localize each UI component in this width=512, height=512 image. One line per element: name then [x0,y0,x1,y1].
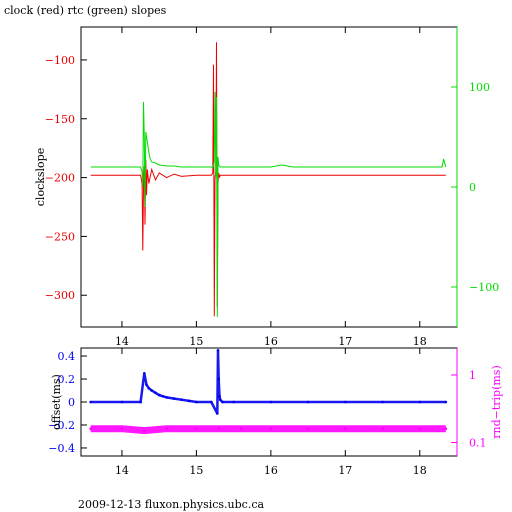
series-offset-point [218,394,221,398]
x-tick-label: 17 [338,464,352,477]
series-offset-point [306,400,310,404]
series-offset-point [381,400,384,404]
series-offset-point [172,397,176,400]
series-offset-point [147,386,151,390]
series-offset-point [120,400,124,404]
series-offset-point [195,400,198,404]
x-tick-label: 16 [264,335,278,348]
x-tick-label: 17 [338,335,352,348]
y-tick-label: −0.2 [48,419,75,432]
page-title: clock (red) rtc (green) slopes [4,4,167,17]
y-tick-label: 0.4 [58,350,76,363]
series-rndtrip-point [165,427,168,431]
series-offset-point [209,400,213,404]
series-offset-point [161,394,165,398]
series-offset-point [218,398,222,402]
series-offset-point [165,396,168,399]
y-tick-label: −300 [45,289,75,302]
series-offset-point [344,400,347,404]
series-offset-point [89,400,92,404]
series-clock-line [90,42,446,317]
series-offset-point [215,412,219,415]
y-axis-label: clockslope [34,148,47,206]
series-offset-point [150,389,154,392]
series-offset-point [444,400,448,404]
x-tick-label: 15 [189,335,203,348]
series-rndtrip-point [217,427,221,431]
x-tick-label: 16 [264,464,278,477]
y2-tick-label: −100 [469,281,499,294]
y2-tick-label: 0 [469,181,476,194]
series-offset-point [154,391,157,395]
plot-frame-0 [80,26,458,328]
series-rndtrip-point [381,427,384,431]
y-tick-label: −150 [45,113,75,126]
series-offset-point [139,400,142,404]
y2-tick-label: 100 [469,81,490,94]
series-rndtrip-point [269,427,273,431]
series-rndtrip-point [142,429,146,432]
series-offset-point [418,400,422,404]
x-tick-label: 18 [413,464,427,477]
series-rndtrip-point [195,427,198,431]
series-offset-point [216,348,220,352]
series-rndtrip-point [239,427,243,431]
series-offset-point [142,371,146,375]
series-offset-point [217,377,221,381]
x-tick-label: 14 [115,335,129,348]
series-offset-point [269,400,273,404]
y-tick-label: 0.2 [58,373,76,386]
y-tick-label: −250 [45,230,75,243]
y-tick-label: −100 [45,54,75,67]
series-rndtrip-point [444,427,448,431]
y2-tick-label: 0.1 [469,437,487,450]
y2-axis-label: rnd−trip(ms) [490,365,503,439]
series-offset-point [232,400,235,404]
series-rndtrip-point [306,427,310,431]
x-tick-label: 18 [413,335,427,348]
series-offset-point [221,400,224,404]
y2-tick-label: 1 [469,369,476,382]
x-tick-label: 15 [189,464,203,477]
series-offset-point [157,393,161,397]
series-rndtrip-point [89,427,92,431]
y-tick-label: −200 [45,172,75,185]
series-rtc-line [90,91,447,318]
series-rndtrip-point [120,427,124,431]
footer-note: 2009-12-13 fluxon.physics.ubc.ca [78,498,265,511]
series-offset-point [187,399,191,403]
series-rndtrip-point [418,427,422,431]
y-axis-label: offset(ms) [50,374,63,430]
y-tick-label: 0 [68,396,75,409]
series-offset-band [90,350,446,415]
y-tick-label: −0.4 [48,442,75,455]
series-offset-point [145,383,148,387]
x-tick-label: 14 [115,464,129,477]
series-offset-point [180,398,183,402]
series-rndtrip-point [344,427,347,431]
